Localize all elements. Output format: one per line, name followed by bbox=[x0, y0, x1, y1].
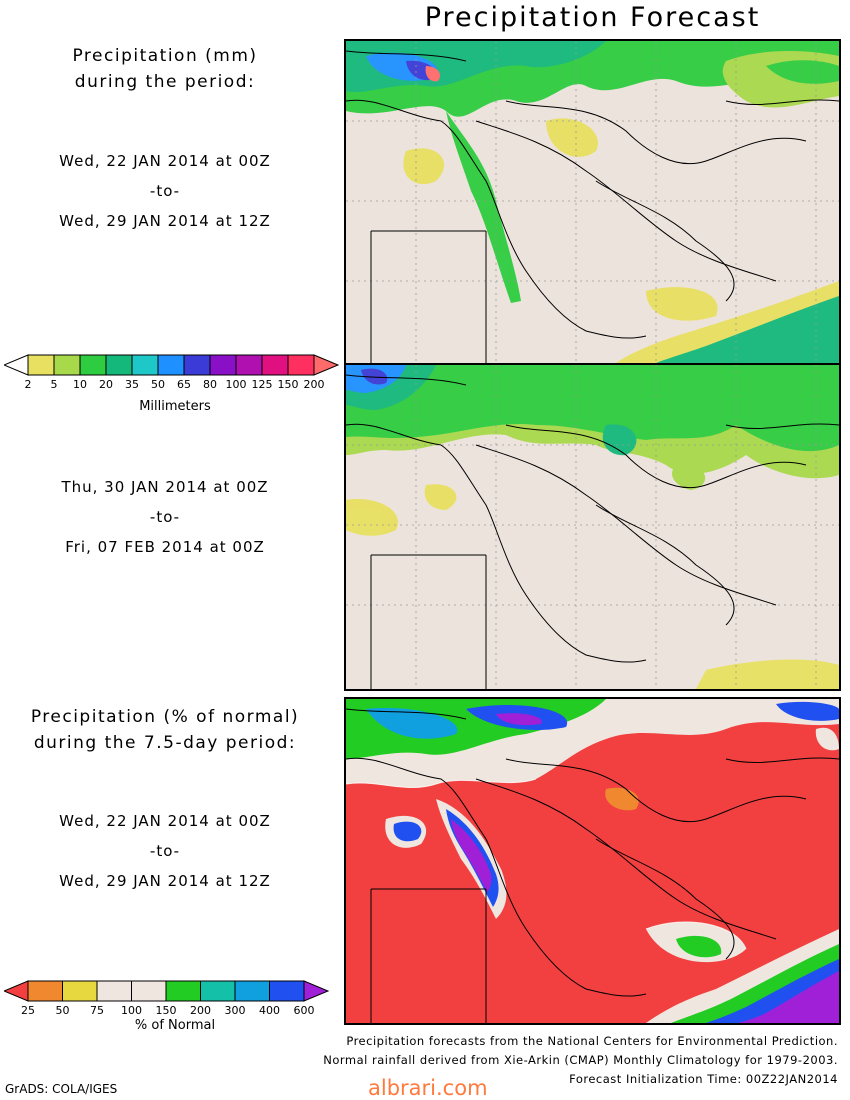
legend_pct-cell bbox=[131, 980, 167, 1002]
legend_mm-tick-label: 125 bbox=[251, 378, 273, 391]
legend_pct-tick-label: 400 bbox=[259, 1004, 280, 1017]
legend_mm-tick-label: 65 bbox=[177, 378, 191, 391]
grads-label: GrADS: COLA/IGES bbox=[5, 1082, 118, 1096]
legend-pct-ticks: 25 50 75 100 150 200 300 400 600 bbox=[0, 1004, 345, 1020]
legend_pct-cell bbox=[200, 980, 236, 1002]
credits-line3: Forecast Initialization Time: 00Z22JAN20… bbox=[569, 1072, 838, 1086]
legend_mm-tick-label: 2 bbox=[24, 378, 32, 391]
legend-pct-unit: % of Normal bbox=[134, 1018, 216, 1033]
legend-pct-colorbar bbox=[4, 980, 330, 1002]
legend_pct-tick-label: 100 bbox=[121, 1004, 142, 1017]
legend_mm-cell bbox=[27, 354, 55, 376]
legend_mm-tick-label: 80 bbox=[203, 378, 217, 391]
legend_pct-arrow-high bbox=[303, 980, 330, 1002]
watermark: albrari.com bbox=[368, 1076, 488, 1100]
legend_pct-arrow-low bbox=[4, 980, 29, 1002]
panel3-label-line1: Precipitation (% of normal) bbox=[30, 707, 300, 727]
precip-map-week2 bbox=[344, 363, 841, 691]
credits-line1: Precipitation forecasts from the Nationa… bbox=[346, 1034, 838, 1048]
legend_mm-cell bbox=[261, 354, 289, 376]
panel2-to: -to- bbox=[149, 508, 181, 526]
legend_mm-cell bbox=[209, 354, 237, 376]
legend_pct-cell bbox=[27, 980, 63, 1002]
panel2-date-to: Fri, 07 FEB 2014 at 00Z bbox=[65, 538, 265, 556]
legend_mm-cell bbox=[131, 354, 159, 376]
credits: Precipitation forecasts from the Nationa… bbox=[323, 1032, 838, 1089]
legend-mm-colorbar bbox=[4, 354, 340, 376]
legend_mm-cell bbox=[183, 354, 211, 376]
panel1-date-from: Wed, 22 JAN 2014 at 00Z bbox=[59, 152, 271, 170]
legend_mm-cell bbox=[79, 354, 107, 376]
panel1-to: -to- bbox=[149, 182, 181, 200]
precip-map-week1 bbox=[344, 39, 841, 365]
legend_pct-tick-label: 75 bbox=[90, 1004, 104, 1017]
panel2-date-from: Thu, 30 JAN 2014 at 00Z bbox=[61, 478, 269, 496]
legend_pct-cell bbox=[62, 980, 98, 1002]
legend_mm-tick-label: 200 bbox=[303, 378, 325, 391]
panel3-label-line2: during the 7.5-day period: bbox=[33, 733, 297, 753]
legend_pct-cell bbox=[96, 980, 132, 1002]
legend_mm-tick-label: 20 bbox=[99, 378, 113, 391]
legend_pct-tick-label: 300 bbox=[224, 1004, 246, 1017]
legend_mm-arrow-high bbox=[313, 354, 340, 376]
legend_mm-cell bbox=[287, 354, 315, 376]
page-title: Precipitation Forecast bbox=[424, 2, 761, 33]
legend_mm-arrow-low bbox=[4, 354, 29, 376]
legend_pct-cell bbox=[165, 980, 201, 1002]
legend-mm-ticks: 2 5 10 20 35 50 65 80 100 125 150 200 bbox=[0, 378, 345, 394]
legend_pct-tick-label: 25 bbox=[21, 1004, 35, 1017]
legend_mm-cell bbox=[235, 354, 263, 376]
legend_mm-cell bbox=[157, 354, 185, 376]
legend_mm-tick-label: 50 bbox=[151, 378, 165, 391]
legend_mm-tick-label: 5 bbox=[50, 378, 58, 391]
legend_pct-tick-label: 50 bbox=[55, 1004, 70, 1017]
legend_mm-cell bbox=[105, 354, 133, 376]
legend_mm-cell bbox=[53, 354, 81, 376]
legend_pct-tick-label: 150 bbox=[155, 1004, 177, 1017]
legend_mm-tick-label: 35 bbox=[125, 378, 139, 391]
panel3-to: -to- bbox=[149, 842, 181, 860]
panel1-label-line1: Precipitation (mm) bbox=[72, 46, 258, 66]
legend_mm-tick-label: 150 bbox=[277, 378, 299, 391]
credits-line2: Normal rainfall derived from Xie-Arkin (… bbox=[323, 1053, 838, 1067]
panel1-date-to: Wed, 29 JAN 2014 at 12Z bbox=[59, 212, 271, 230]
panel3-date-from: Wed, 22 JAN 2014 at 00Z bbox=[59, 812, 271, 830]
legend_pct-cell bbox=[234, 980, 270, 1002]
legend_mm-tick-label: 100 bbox=[225, 378, 247, 391]
legend_pct-cell bbox=[269, 980, 305, 1002]
legend_pct-tick-label: 200 bbox=[190, 1004, 211, 1017]
panel3-date-to: Wed, 29 JAN 2014 at 12Z bbox=[59, 872, 271, 890]
panel1-label-line2: during the period: bbox=[74, 72, 256, 92]
legend_pct-tick-label: 600 bbox=[293, 1004, 315, 1017]
precip-percent-normal-map bbox=[344, 697, 841, 1025]
legend_mm-tick-label: 10 bbox=[73, 378, 87, 391]
legend-mm-unit: Millimeters bbox=[139, 399, 211, 414]
